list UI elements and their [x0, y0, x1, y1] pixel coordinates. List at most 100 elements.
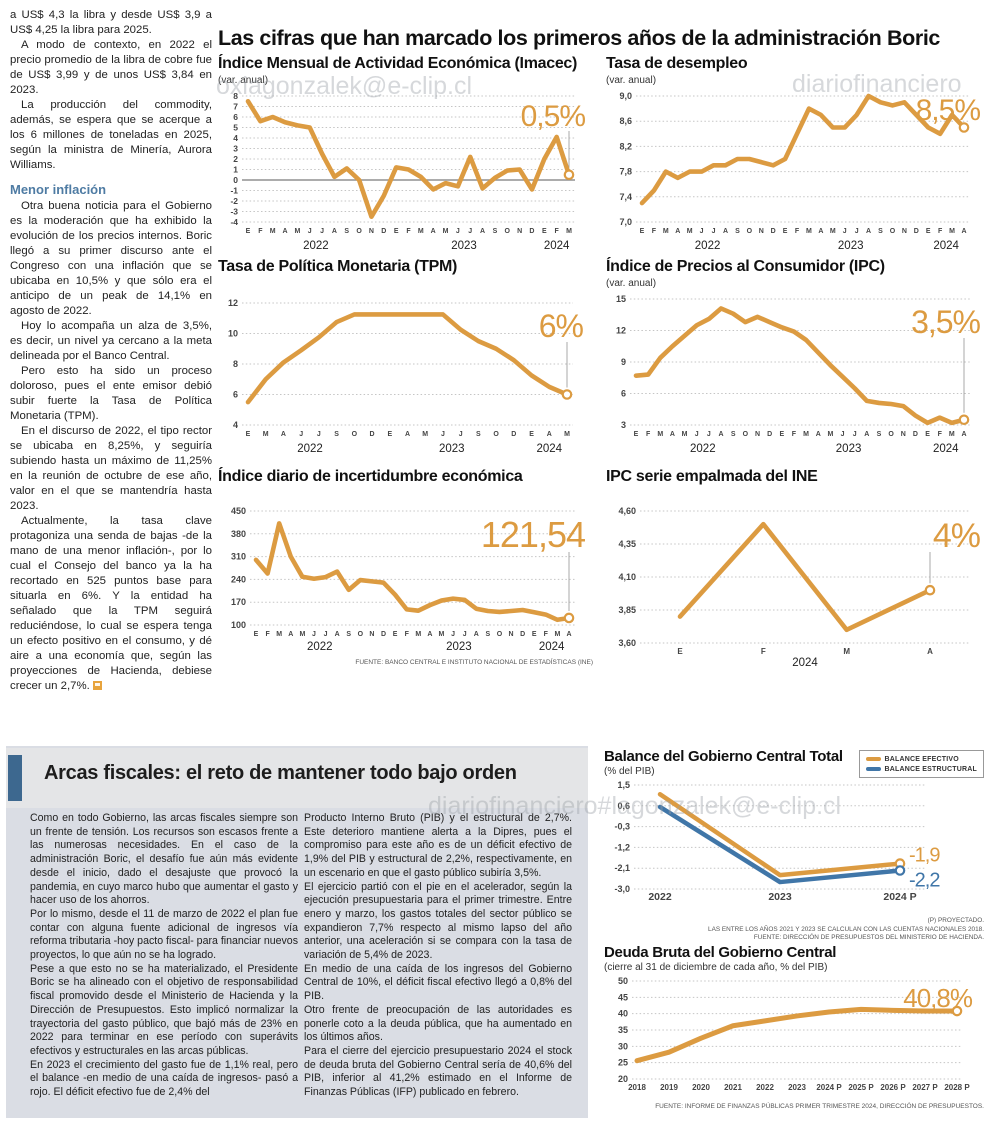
svg-text:2023: 2023 — [836, 443, 862, 455]
svg-text:2020: 2020 — [692, 1083, 710, 1092]
chart-tpm: Tasa de Política Monetaria (TPM) 12 10 8 6 4… — [218, 258, 593, 460]
svg-text:3: 3 — [233, 144, 238, 154]
svg-text:-2: -2 — [230, 196, 238, 206]
svg-text:240: 240 — [231, 574, 246, 584]
svg-text:F: F — [761, 647, 766, 656]
chart-ipc-empalmada: IPC serie empalmada del INE 4,60 4,35 4,10… — [606, 468, 984, 674]
svg-text:S: S — [878, 228, 883, 235]
article-paragraph: Hoy lo acompaña un alza de 3,5%, es deci… — [10, 320, 212, 362]
svg-text:2028 P: 2028 P — [944, 1083, 970, 1092]
svg-text:D: D — [381, 631, 386, 638]
svg-text:O: O — [493, 431, 499, 438]
svg-text:A: A — [288, 631, 293, 638]
chart-incertidumbre: Índice diario de incertidumbre económica… — [218, 468, 593, 666]
svg-text:E: E — [394, 228, 399, 235]
svg-text:S: S — [877, 431, 882, 438]
chart-subtitle: (var. anual) — [606, 278, 657, 289]
svg-text:0,5%: 0,5% — [521, 100, 586, 133]
svg-text:3,60: 3,60 — [618, 638, 636, 648]
svg-text:2027 P: 2027 P — [912, 1083, 938, 1092]
svg-text:4: 4 — [233, 420, 238, 430]
footnote-line: (P) PROYECTADO. — [927, 917, 984, 924]
svg-text:M: M — [827, 431, 833, 438]
article-paragraph: A modo de contexto, en 2022 el precio pr… — [10, 39, 212, 96]
chart-title: Índice diario de incertidumbre económica — [218, 468, 523, 485]
svg-text:A: A — [864, 431, 869, 438]
svg-text:S: S — [493, 228, 498, 235]
svg-text:F: F — [938, 431, 943, 438]
svg-text:A: A — [927, 647, 933, 656]
svg-text:A: A — [818, 228, 823, 235]
svg-text:E: E — [783, 228, 788, 235]
svg-text:D: D — [370, 431, 375, 438]
svg-text:F: F — [792, 431, 797, 438]
body-paragraph: Otro frente de preocupación de las autor… — [304, 1003, 572, 1044]
svg-text:A: A — [480, 228, 485, 235]
chart-subtitle: (var. anual) — [218, 75, 269, 86]
chart-subtitle — [218, 488, 593, 503]
svg-text:2024 P: 2024 P — [816, 1083, 842, 1092]
svg-text:5: 5 — [233, 123, 238, 133]
svg-text:450: 450 — [231, 506, 246, 516]
svg-text:A: A — [675, 228, 680, 235]
body-paragraph: Pese a que esto no se ha materializado, … — [30, 962, 298, 1057]
svg-text:4,35: 4,35 — [618, 539, 636, 549]
svg-text:F: F — [406, 228, 411, 235]
svg-text:-3: -3 — [230, 207, 238, 217]
svg-text:45: 45 — [618, 992, 628, 1002]
svg-text:2022: 2022 — [756, 1083, 774, 1092]
svg-text:D: D — [529, 228, 534, 235]
legend-item: BALANCE ESTRUCTURAL — [865, 764, 977, 774]
svg-text:2021: 2021 — [724, 1083, 742, 1092]
svg-text:2023: 2023 — [451, 240, 477, 252]
svg-text:M: M — [294, 228, 300, 235]
svg-text:F: F — [544, 631, 549, 638]
svg-text:J: J — [451, 631, 455, 638]
svg-text:J: J — [312, 631, 316, 638]
svg-text:E: E — [254, 631, 259, 638]
svg-text:2022: 2022 — [648, 891, 672, 903]
svg-text:S: S — [731, 431, 736, 438]
svg-text:3,5%: 3,5% — [911, 304, 980, 340]
svg-text:J: J — [468, 228, 472, 235]
svg-text:J: J — [843, 228, 847, 235]
svg-text:D: D — [381, 228, 386, 235]
body-paragraph: En 2023 el crecimiento del gasto fue de … — [30, 1058, 298, 1099]
svg-text:6%: 6% — [539, 308, 584, 344]
page-title: Las cifras que han marcado los primeros … — [218, 26, 940, 51]
svg-text:D: D — [767, 431, 772, 438]
svg-text:2019: 2019 — [660, 1083, 678, 1092]
chart-title: Balance del Gobierno Central Total — [604, 748, 843, 765]
svg-text:7,8: 7,8 — [619, 167, 632, 177]
chart-source: FUENTE: BANCO CENTRAL E INSTITUTO NACION… — [355, 659, 593, 666]
article-paragraph: La producción del commodity, además, se … — [10, 99, 212, 171]
blue-line-swatch-icon — [865, 767, 881, 771]
legend-label: BALANCE ESTRUCTURAL — [884, 765, 977, 773]
svg-text:7,0: 7,0 — [619, 217, 632, 227]
chart-subtitle — [606, 488, 984, 503]
svg-text:A: A — [566, 631, 571, 638]
svg-text:J: J — [320, 228, 324, 235]
svg-text:8: 8 — [233, 359, 238, 369]
body-paragraph: Producto Interno Bruto (PIB) y el estruc… — [304, 812, 572, 879]
svg-text:40,8%: 40,8% — [903, 983, 973, 1013]
fiscal-section-panel: Arcas fiscales: el reto de mantener todo… — [6, 746, 588, 1118]
svg-text:8: 8 — [233, 91, 238, 101]
svg-text:M: M — [418, 228, 424, 235]
svg-text:N: N — [517, 228, 522, 235]
svg-text:J: J — [456, 228, 460, 235]
svg-text:2023: 2023 — [439, 443, 465, 455]
svg-text:E: E — [246, 431, 251, 438]
svg-text:A: A — [816, 431, 821, 438]
svg-text:310: 310 — [231, 552, 246, 562]
article-column: a US$ 4,3 la libra y desde US$ 3,9 a US$… — [10, 8, 212, 694]
svg-text:N: N — [369, 228, 374, 235]
fiscal-section-header — [6, 748, 588, 808]
svg-text:-1: -1 — [230, 186, 238, 196]
svg-text:8,6: 8,6 — [619, 116, 632, 126]
svg-text:2024: 2024 — [536, 443, 562, 455]
body-paragraph: El ejercicio partió con el pie en el ace… — [304, 880, 572, 962]
svg-text:J: J — [855, 228, 859, 235]
